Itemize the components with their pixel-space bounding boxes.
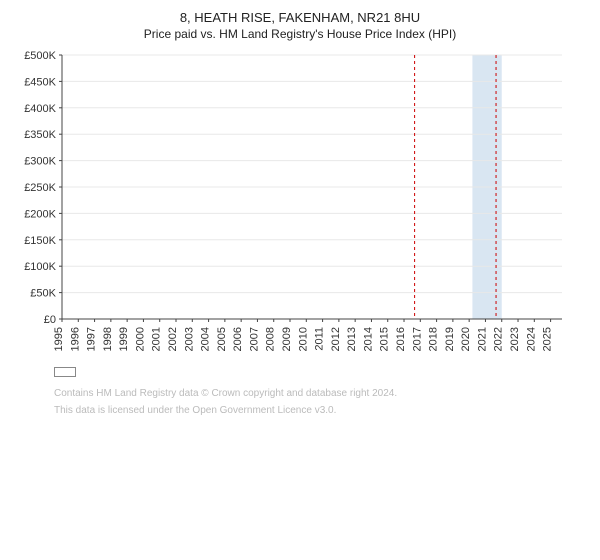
x-tick-label: 2011 [314,327,326,351]
x-tick-label: 1995 [53,327,65,351]
x-tick-label: 1996 [69,327,81,351]
x-tick-label: 2010 [297,327,309,351]
y-tick-label: £350K [24,129,56,141]
y-tick-label: £400K [24,103,56,115]
x-tick-label: 2007 [248,327,260,351]
footer-copyright: Contains HM Land Registry data © Crown c… [54,387,586,400]
x-tick-label: 2020 [460,327,472,351]
x-tick-label: 2008 [265,327,277,351]
y-tick-label: £100K [24,261,56,273]
x-tick-label: 2014 [362,327,374,351]
chart-figure: 8, HEATH RISE, FAKENHAM, NR21 8HU Price … [0,0,600,560]
x-tick-label: 2002 [167,327,179,351]
x-tick-label: 2006 [232,327,244,351]
y-tick-label: £450K [24,76,56,88]
x-tick-label: 2003 [183,327,195,351]
y-tick-label: £50K [30,288,56,300]
x-tick-label: 2015 [379,327,391,351]
x-tick-label: 1998 [102,327,114,351]
y-tick-label: £300K [24,156,56,168]
x-tick-label: 2012 [330,327,342,351]
y-tick-label: £250K [24,182,56,194]
y-tick-label: £150K [24,235,56,247]
y-tick-label: £0 [44,314,56,326]
y-tick-label: £500K [24,50,56,62]
x-tick-label: 2000 [134,327,146,351]
x-tick-label: 2001 [151,327,163,351]
x-tick-label: 2017 [411,327,423,351]
chart-title: 8, HEATH RISE, FAKENHAM, NR21 8HU [14,10,586,25]
x-tick-label: 2013 [346,327,358,351]
chart-subtitle: Price paid vs. HM Land Registry's House … [14,27,586,41]
x-tick-label: 2019 [444,327,456,351]
x-tick-label: 2023 [509,327,521,351]
x-tick-label: 1997 [86,327,98,351]
x-tick-label: 2025 [542,327,554,351]
x-tick-label: 2004 [200,327,212,351]
x-tick-label: 2024 [525,327,537,351]
x-tick-label: 2009 [281,327,293,351]
x-tick-label: 1999 [118,327,130,351]
x-tick-label: 2005 [216,327,228,351]
y-tick-label: £200K [24,208,56,220]
legend [54,367,76,377]
line-chart: £0 £50K £100K £150K £200K £250K £300K £350K £400… [14,49,574,359]
x-tick-label: 2018 [428,327,440,351]
x-tick-label: 2022 [493,327,505,351]
footer-licence: This data is licensed under the Open Gov… [54,404,586,417]
x-tick-label: 2021 [476,327,488,351]
x-tick-label: 2016 [395,327,407,351]
